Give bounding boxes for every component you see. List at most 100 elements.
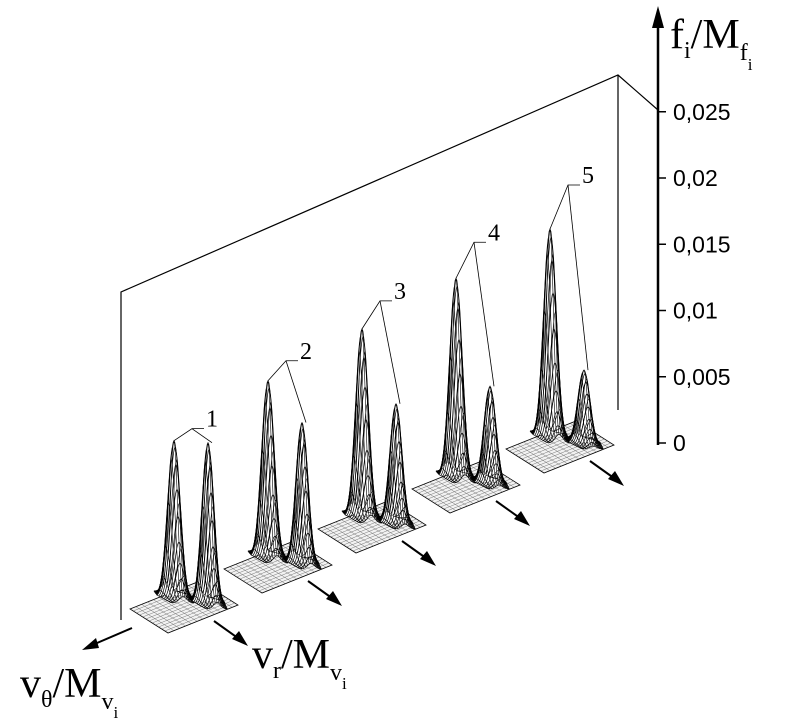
peak-wire: [209, 596, 228, 610]
peak-wire: [168, 501, 187, 600]
distribution-label: 1: [206, 407, 218, 433]
leader-line: [173, 428, 204, 441]
peak-wire: [343, 508, 362, 523]
peak-wire: [284, 556, 303, 569]
peak-wire: [544, 310, 563, 438]
peak-wire: [159, 545, 178, 602]
distribution-label: 5: [582, 163, 594, 189]
direction-arrowhead: [514, 511, 530, 526]
peak-wire: [479, 396, 498, 486]
z-tick-label: 0,01: [673, 298, 718, 324]
peak-wire: [262, 449, 281, 559]
peak-wire: [381, 483, 401, 528]
peak-wire: [448, 301, 468, 476]
peak-wire: [571, 398, 590, 448]
peak-wire: [207, 595, 226, 609]
peak-wire: [573, 377, 592, 447]
peak-main: [529, 228, 571, 444]
peak-wire: [345, 491, 364, 523]
peak-wire: [578, 398, 597, 448]
peak-secondary: [564, 369, 604, 450]
leader-line: [361, 300, 392, 330]
peak-wire: [446, 278, 466, 475]
peak-wire: [264, 499, 283, 561]
peak-wire: [491, 476, 510, 490]
peak-main: [341, 328, 383, 524]
peak-wire: [454, 449, 473, 482]
peak-wire: [292, 422, 312, 564]
peak-wire: [249, 548, 268, 563]
leader-line: [567, 184, 589, 371]
peak-wire: [358, 455, 377, 521]
peak-wire: [352, 328, 372, 516]
back-wall-frame: [120, 74, 659, 620]
peak-wire: [360, 491, 379, 523]
peak-wire: [452, 411, 471, 481]
distribution-label: 4: [488, 220, 500, 246]
peak-wire: [247, 550, 267, 564]
z-tick-label: 0,025: [673, 99, 731, 125]
leader-line: [549, 184, 580, 230]
peak-wire: [266, 532, 285, 563]
peak-wire: [585, 436, 604, 450]
z-tick-label: 0: [673, 430, 686, 456]
peak-secondary: [376, 403, 416, 530]
peak-wire: [166, 458, 186, 598]
leader-line: [285, 360, 307, 423]
peak-wire: [477, 423, 496, 487]
v-r-axis-title: vr/Mvi: [252, 632, 347, 693]
peak-wire: [542, 253, 562, 436]
direction-arrowhead: [420, 551, 436, 566]
peak-wire: [580, 418, 599, 449]
peak-wire: [472, 476, 491, 490]
peak-wire: [533, 408, 552, 443]
peak-wire: [388, 417, 407, 525]
peak-wire: [188, 596, 207, 610]
z-tick-label: 0,005: [673, 364, 731, 390]
peak-wire: [282, 556, 301, 570]
peak-wire: [157, 575, 176, 603]
peak-wire: [386, 403, 406, 525]
peak-wire: [482, 396, 501, 486]
peak-wire: [153, 590, 173, 604]
peak-wire: [198, 442, 218, 603]
distribution-label: 2: [300, 339, 312, 365]
direction-arrowhead: [232, 631, 248, 646]
peak-wire: [569, 418, 589, 449]
floor-grid-line: [161, 600, 232, 630]
leader-line: [267, 360, 298, 382]
peak-wire: [385, 417, 404, 525]
peak-wire: [200, 461, 219, 604]
leader-line: [191, 428, 213, 444]
peak-wire: [444, 301, 464, 476]
leader-line: [455, 241, 486, 279]
peak-wire: [253, 499, 272, 561]
z-axis-ticks: 0 0,005 0,01 0,015 0,02 0,025: [658, 99, 731, 456]
peak-wire: [475, 451, 495, 488]
peak-wire: [535, 368, 554, 441]
leader-line: [473, 242, 495, 387]
peak-wire: [574, 369, 594, 447]
floor-grid-line: [255, 560, 326, 590]
peak-wire: [581, 432, 601, 449]
peak-wire: [299, 543, 319, 569]
peak-wire: [172, 575, 191, 603]
peak-leader-lines: 1 2 3 4 5: [173, 163, 594, 444]
peak-wire: [251, 532, 270, 563]
v-theta-axis-arrowhead: [82, 638, 99, 650]
peak-wire: [566, 436, 585, 450]
peak-wire: [162, 458, 182, 598]
peak-wire: [564, 436, 583, 450]
leader-line: [379, 300, 401, 404]
peak-wire: [291, 439, 310, 564]
peak-wire: [486, 451, 505, 488]
peak-wire: [470, 476, 489, 490]
peak-wire: [354, 350, 374, 517]
peak-wire: [202, 504, 221, 606]
peak-secondary: [282, 421, 322, 570]
peak-wire: [390, 449, 409, 527]
peak-wire: [356, 402, 375, 519]
direction-arrowhead: [608, 471, 624, 486]
direction-arrowhead: [326, 591, 342, 606]
peak-wire: [301, 556, 320, 569]
